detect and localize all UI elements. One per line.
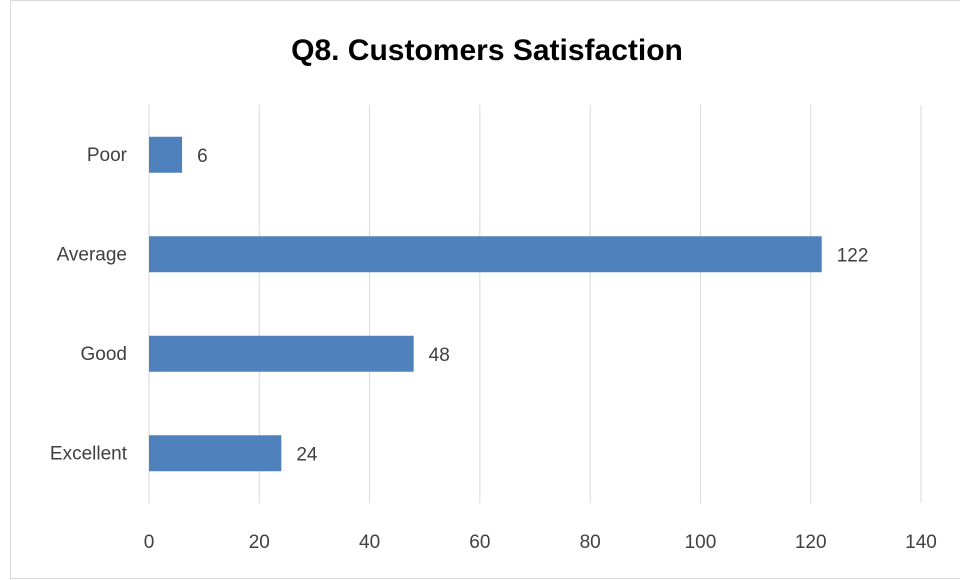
chart-title: Q8. Customers Satisfaction [291, 34, 683, 67]
chart-border [10, 0, 960, 579]
bar [149, 136, 183, 173]
x-tick-label: 120 [795, 532, 827, 553]
data-label: 6 [197, 146, 208, 167]
x-tick-label: 40 [359, 532, 380, 553]
y-tick-label: Average [57, 244, 127, 265]
x-tick-label: 0 [144, 532, 155, 553]
data-label: 24 [296, 444, 318, 465]
bar [149, 236, 822, 273]
x-tick-label: 80 [580, 532, 601, 553]
y-tick-label: Poor [87, 145, 128, 166]
data-label: 48 [429, 345, 450, 366]
bar [149, 335, 414, 372]
data-label: 122 [837, 245, 869, 266]
bar [149, 435, 282, 472]
x-tick-label: 140 [905, 532, 937, 553]
y-tick-label: Excellent [50, 443, 128, 464]
x-tick-label: 100 [685, 532, 717, 553]
y-tick-label: Good [81, 344, 127, 365]
x-tick-label: 20 [249, 532, 270, 553]
x-tick-label: 60 [469, 532, 490, 553]
